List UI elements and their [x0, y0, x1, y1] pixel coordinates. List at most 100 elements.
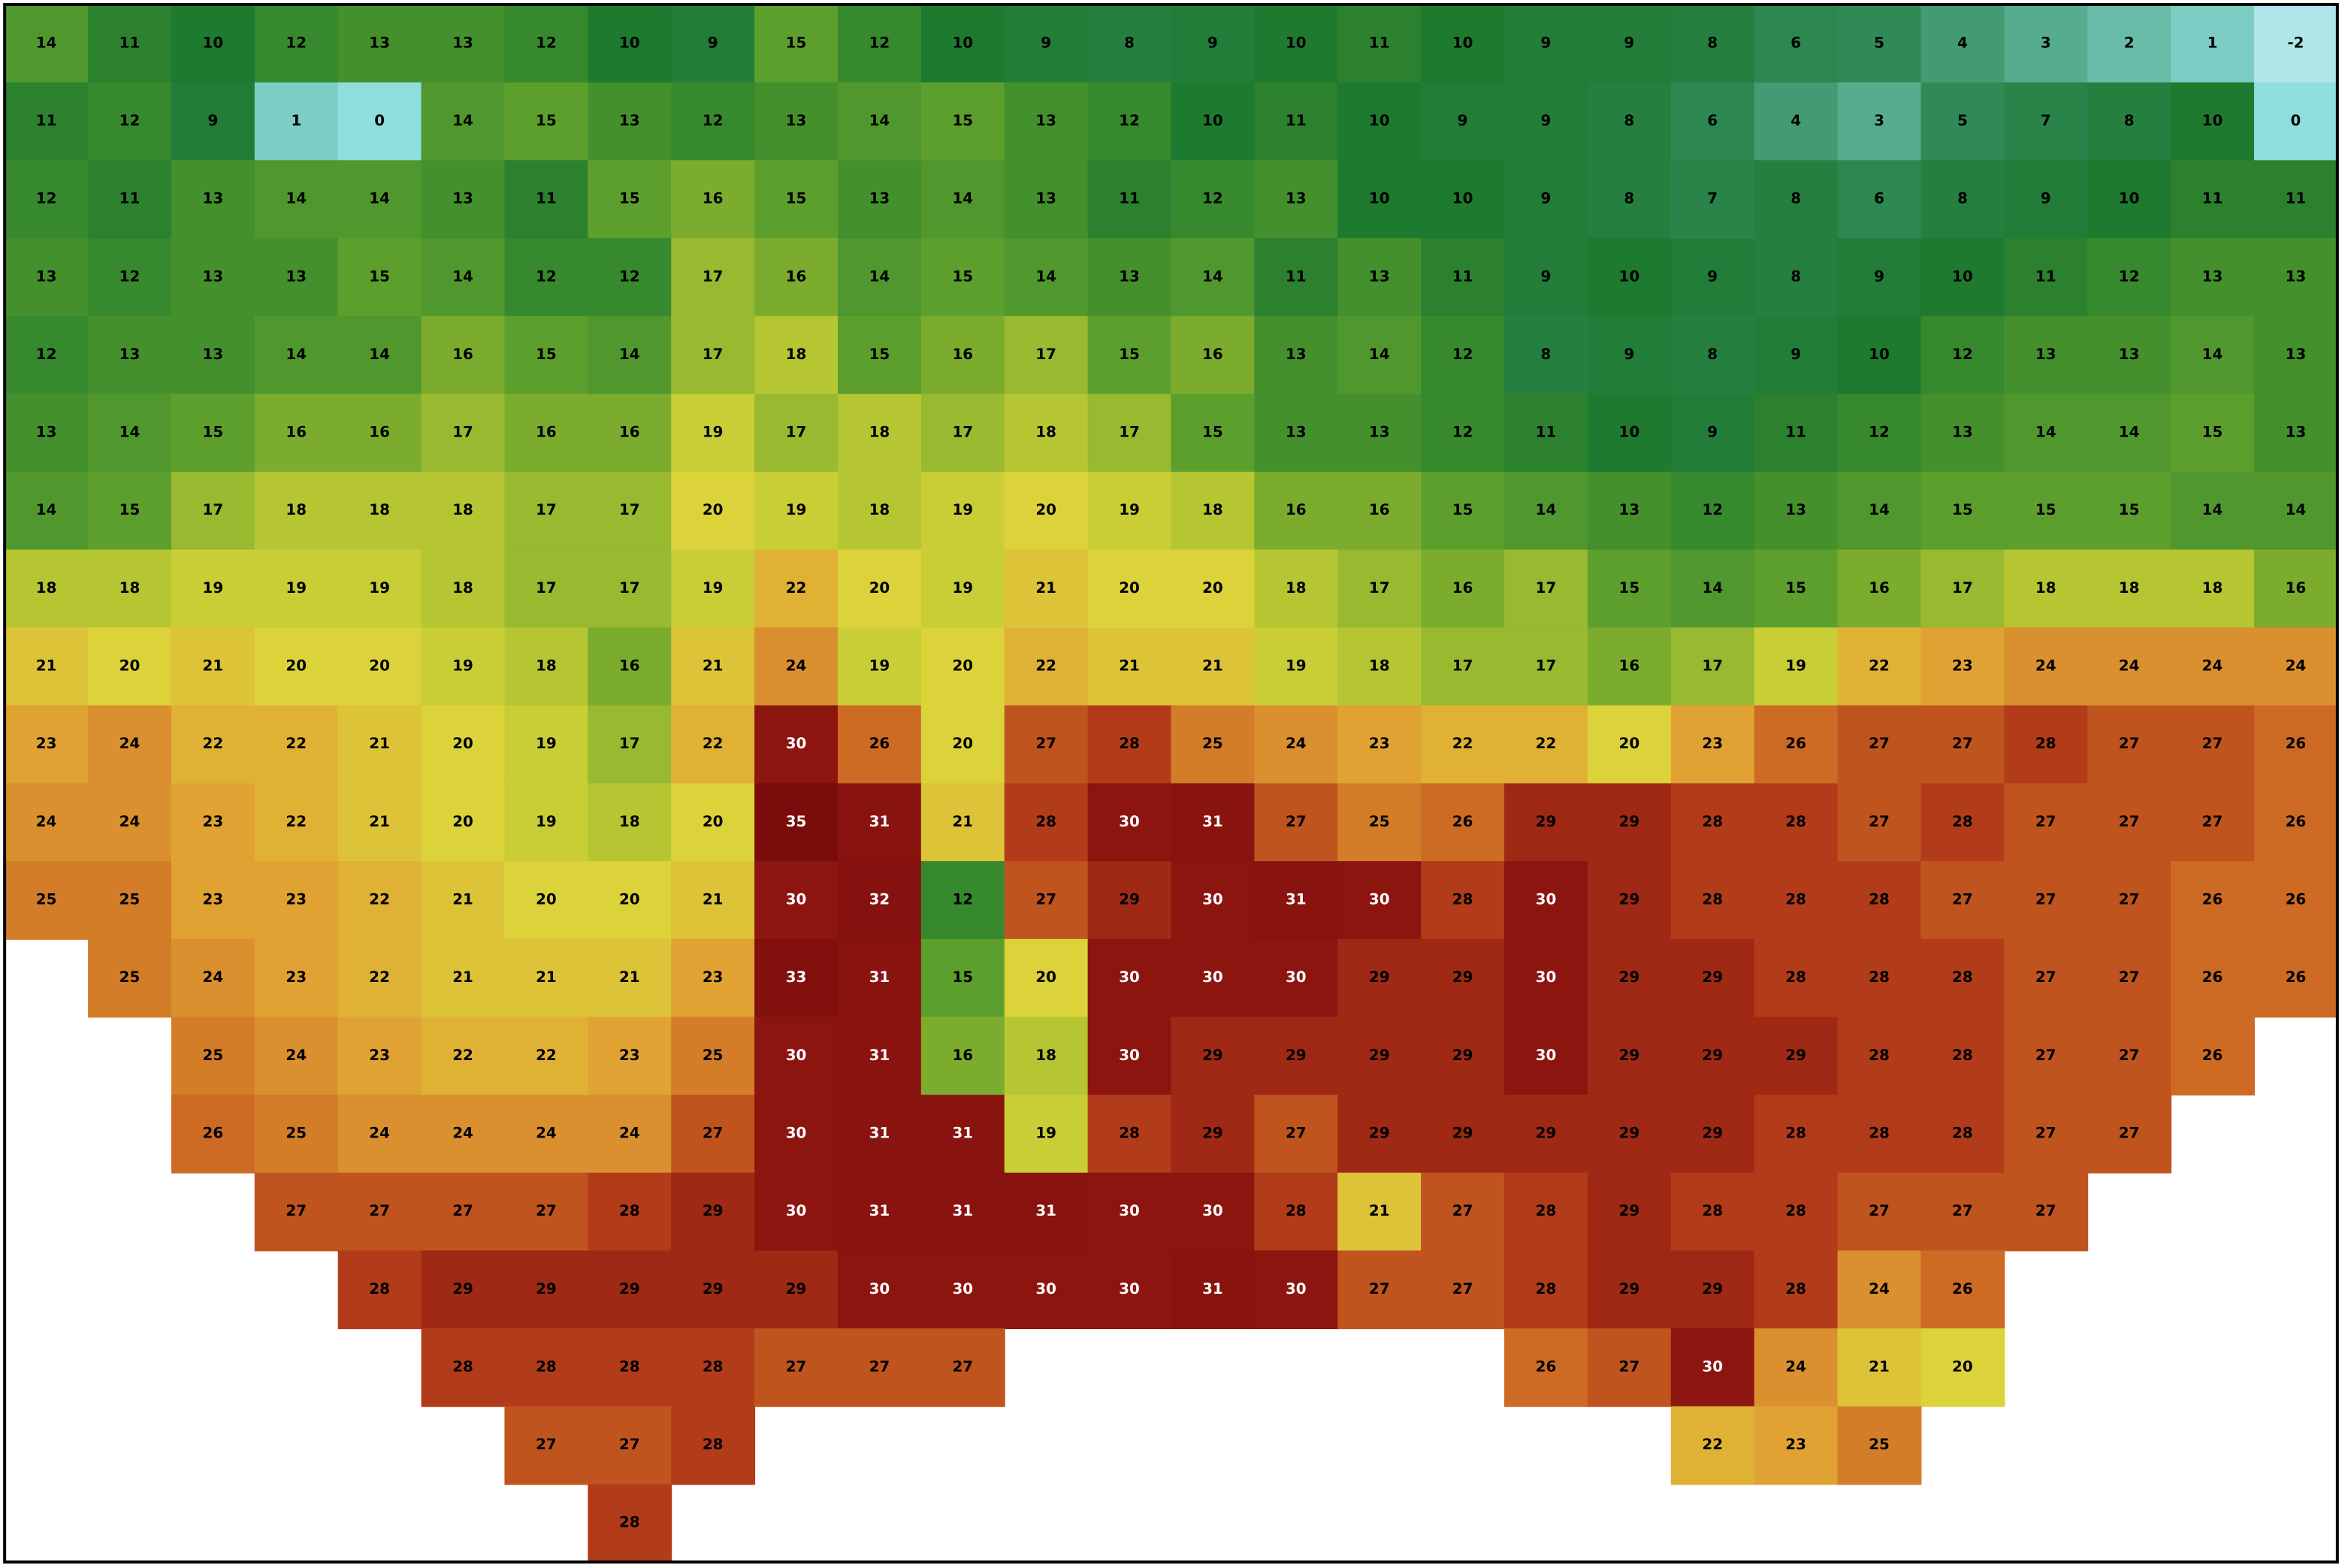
- temperature-label: 8: [1541, 346, 1552, 363]
- temperature-label: 31: [952, 1124, 973, 1141]
- temperature-cell: [254, 783, 339, 863]
- temperature-cell: [1920, 4, 2005, 83]
- temperature-label: 14: [286, 190, 307, 207]
- temperature-label: 31: [1202, 813, 1223, 830]
- temperature-cell: [337, 938, 422, 1018]
- temperature-label: 1: [2208, 34, 2218, 51]
- temperature-cell: [171, 549, 255, 629]
- temperature-cell: [421, 938, 506, 1018]
- temperature-cell: [1670, 4, 1755, 83]
- temperature-label: 6: [1707, 112, 1718, 129]
- temperature-cell: [2253, 938, 2338, 1018]
- temperature-label: 28: [1452, 890, 1473, 908]
- temperature-cell: [254, 938, 339, 1018]
- temperature-cell: [171, 1095, 255, 1174]
- temperature-label: 25: [203, 1047, 224, 1064]
- temperature-cell: [2253, 237, 2338, 317]
- temperature-label: 29: [1452, 968, 1473, 986]
- temperature-label: 11: [1536, 424, 1557, 441]
- temperature-cell: [671, 237, 756, 317]
- temperature-cell: [1004, 705, 1089, 784]
- temperature-cell: [1670, 1017, 1755, 1096]
- temperature-label: 27: [1619, 1358, 1640, 1375]
- temperature-label: 15: [952, 112, 973, 129]
- temperature-label: 12: [119, 267, 141, 285]
- temperature-cell: [1837, 394, 1922, 473]
- temperature-cell: [2087, 4, 2172, 83]
- temperature-cell: [1920, 471, 2005, 551]
- temperature-label: 13: [869, 190, 890, 207]
- temperature-cell: [1670, 783, 1755, 863]
- temperature-label: 9: [1541, 112, 1552, 129]
- temperature-cell: [421, 1172, 506, 1252]
- temperature-cell: [337, 237, 422, 317]
- temperature-cell: [754, 160, 839, 239]
- temperature-cell: [1587, 1172, 1672, 1252]
- temperature-cell: [88, 861, 172, 940]
- temperature-label: 28: [1536, 1202, 1557, 1219]
- temperature-cell: [837, 1328, 922, 1407]
- temperature-label: 24: [2202, 657, 2223, 675]
- temperature-cell: [1754, 1250, 1839, 1330]
- temperature-label: 22: [536, 1047, 557, 1064]
- temperature-cell: [1837, 237, 1922, 317]
- temperature-cell: [2087, 549, 2172, 629]
- temperature-label: 28: [1952, 1124, 1973, 1141]
- temperature-label: 18: [2119, 579, 2140, 597]
- temperature-label: 30: [1286, 1280, 1307, 1298]
- temperature-label: 30: [1536, 1047, 1557, 1064]
- temperature-label: 26: [1952, 1280, 1973, 1298]
- temperature-cell: [1920, 316, 2005, 395]
- temperature-cell: [754, 1328, 839, 1407]
- temperature-cell: [1004, 1172, 1089, 1252]
- temperature-cell: [754, 1095, 839, 1174]
- temperature-cell: [754, 237, 839, 317]
- temperature-label: 18: [1369, 657, 1390, 675]
- temperature-label: 29: [1702, 1124, 1723, 1141]
- temperature-cell: [1337, 549, 1422, 629]
- temperature-label: 20: [703, 813, 724, 830]
- temperature-cell: [337, 160, 422, 239]
- temperature-label: 27: [2035, 1202, 2056, 1219]
- temperature-label: 20: [952, 657, 973, 675]
- temperature-cell: [2087, 82, 2172, 162]
- temperature-label: 22: [1452, 735, 1473, 752]
- temperature-cell: [1254, 1172, 1339, 1252]
- temperature-cell: [5, 705, 89, 784]
- temperature-cell: [2087, 783, 2172, 863]
- temperature-cell: [1337, 160, 1422, 239]
- temperature-label: 30: [1369, 890, 1390, 908]
- temperature-label: 24: [2119, 657, 2140, 675]
- temperature-cell: [1421, 1250, 1506, 1330]
- temperature-label: 12: [1952, 346, 1973, 363]
- temperature-label: 22: [203, 735, 224, 752]
- temperature-label: 29: [1369, 1047, 1390, 1064]
- temperature-label: 27: [1869, 1202, 1890, 1219]
- temperature-cell: [1504, 1017, 1588, 1096]
- temperature-cell: [1920, 1095, 2005, 1174]
- temperature-label: 27: [869, 1358, 890, 1375]
- temperature-label: 28: [1869, 890, 1890, 908]
- temperature-cell: [1504, 1172, 1588, 1252]
- temperature-cell: [1754, 1017, 1839, 1096]
- temperature-cell: [2253, 549, 2338, 629]
- temperature-cell: [1171, 394, 1256, 473]
- temperature-label: 24: [1286, 735, 1307, 752]
- temperature-label: 21: [703, 890, 724, 908]
- temperature-cell: [5, 627, 89, 706]
- temperature-label: 23: [1369, 735, 1390, 752]
- temperature-cell: [1004, 316, 1089, 395]
- temperature-cell: [504, 938, 589, 1018]
- temperature-cell: [88, 783, 172, 863]
- temperature-label: 30: [1536, 968, 1557, 986]
- temperature-label: 15: [869, 346, 890, 363]
- temperature-cell: [2253, 316, 2338, 395]
- temperature-label: 29: [1702, 1280, 1723, 1298]
- temperature-label: 26: [2286, 813, 2307, 830]
- temperature-label: 14: [36, 501, 57, 518]
- temperature-label: 14: [952, 190, 973, 207]
- temperature-cell: [2171, 316, 2255, 395]
- temperature-cell: [337, 705, 422, 784]
- temperature-cell: [171, 316, 255, 395]
- temperature-cell: [1754, 938, 1839, 1018]
